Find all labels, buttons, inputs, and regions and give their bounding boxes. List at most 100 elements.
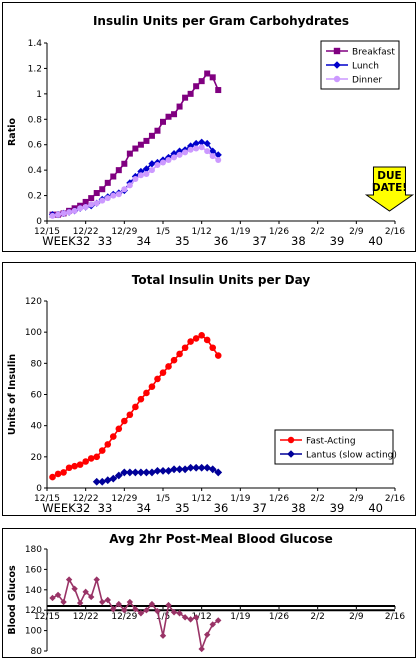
data-point xyxy=(148,132,155,139)
chart-blood-glucose: Avg 2hr Post-Meal Blood Glucose801001201… xyxy=(7,532,405,657)
data-point xyxy=(214,151,222,159)
data-point xyxy=(114,471,123,480)
chart-panel-total-insulin: Total Insulin Units per Day 0 20 40 60 80 100 1… xyxy=(2,262,416,516)
x-tick-label: 2/16 xyxy=(385,494,405,504)
data-point xyxy=(154,127,161,134)
data-point xyxy=(92,477,101,486)
data-point xyxy=(160,159,166,166)
legend-box xyxy=(274,429,394,465)
x-tick-label: 12/22 xyxy=(73,612,99,622)
x-tick-label: 12/29 xyxy=(111,494,137,504)
data-point xyxy=(121,417,128,425)
data-point xyxy=(181,465,189,474)
data-point xyxy=(137,395,145,403)
y-axis-title: Ratio xyxy=(7,118,18,147)
x-tick-label: 1/19 xyxy=(230,227,250,237)
data-point xyxy=(198,78,205,85)
data-point xyxy=(93,190,100,197)
legend-label: Fast-Acting xyxy=(306,437,356,447)
data-point xyxy=(171,154,178,161)
legend-swatch-marker xyxy=(333,75,341,83)
series-fast-acting xyxy=(49,331,222,481)
data-point xyxy=(159,632,167,639)
data-point xyxy=(104,179,111,186)
data-point xyxy=(93,453,101,461)
legend-label: Breakfast xyxy=(352,48,395,58)
data-point xyxy=(120,468,129,477)
data-point xyxy=(82,198,89,205)
week-label: WEEK32 xyxy=(42,234,90,248)
data-point xyxy=(142,468,151,477)
data-point xyxy=(198,138,206,146)
data-point xyxy=(208,465,217,474)
x-tick-label: 1/26 xyxy=(269,612,289,622)
data-point xyxy=(76,461,84,468)
data-point xyxy=(203,336,211,344)
data-point xyxy=(160,118,166,125)
x-tick-label: 1/5 xyxy=(156,227,170,237)
data-point xyxy=(93,576,100,583)
week-label: 34 xyxy=(136,234,151,248)
data-point xyxy=(82,458,89,465)
x-tick-label: 1/5 xyxy=(156,494,170,504)
data-point xyxy=(198,331,205,339)
data-point xyxy=(125,468,134,477)
data-point xyxy=(187,616,194,623)
legend-label: Dinner xyxy=(352,76,382,86)
week-label: 39 xyxy=(330,234,345,248)
data-point xyxy=(121,186,128,193)
week-label: 33 xyxy=(98,234,113,248)
legend-label: Lantus (slow acting) xyxy=(306,451,397,461)
data-point xyxy=(209,74,216,81)
data-point xyxy=(165,156,172,163)
week-label: 37 xyxy=(252,234,267,248)
data-point xyxy=(132,403,139,411)
week-label: 37 xyxy=(252,501,267,515)
x-tick-label: 2/9 xyxy=(349,494,364,504)
data-point xyxy=(215,87,222,94)
data-point xyxy=(88,201,95,208)
data-point xyxy=(143,170,150,177)
data-point xyxy=(109,474,118,483)
y-tick-label: 1.4 xyxy=(28,39,43,49)
data-point xyxy=(87,455,95,462)
y-tick-label: 160 xyxy=(25,565,42,575)
data-point xyxy=(192,139,200,148)
y-tick-label: 100 xyxy=(25,328,42,338)
due-date-label: DUE xyxy=(377,170,401,182)
x-tick-label: 1/26 xyxy=(269,227,289,237)
data-point xyxy=(214,352,222,359)
data-point xyxy=(49,594,56,602)
x-tick-label: 1/12 xyxy=(192,494,212,504)
week-label: 40 xyxy=(368,501,383,515)
y-tick-label: 40 xyxy=(31,422,43,432)
data-point xyxy=(49,473,56,481)
data-point xyxy=(181,344,189,352)
x-tick-label: 1/12 xyxy=(192,227,212,237)
data-point xyxy=(60,469,67,476)
x-tick-label: 1/19 xyxy=(230,494,250,504)
x-tick-label: 2/16 xyxy=(385,612,405,622)
data-point xyxy=(187,90,194,97)
data-point xyxy=(176,151,183,158)
y-tick-label: 0.8 xyxy=(28,115,43,125)
data-point xyxy=(142,165,151,173)
data-point xyxy=(148,468,156,477)
data-point xyxy=(104,596,111,604)
data-point xyxy=(76,599,84,607)
chart-total-insulin: Total Insulin Units per Day 0 20 40 60 80 100 1… xyxy=(7,273,405,515)
data-point xyxy=(175,465,184,474)
data-point xyxy=(55,211,62,218)
y-tick-label: 60 xyxy=(31,391,43,401)
data-point xyxy=(132,145,139,152)
data-point xyxy=(98,447,106,454)
legend-label: Lunch xyxy=(352,62,379,72)
data-point xyxy=(98,477,107,486)
data-point xyxy=(131,468,140,477)
data-point xyxy=(198,645,205,653)
data-point xyxy=(115,167,122,174)
data-point xyxy=(203,139,211,148)
data-point xyxy=(153,466,162,475)
x-tick-label: 2/16 xyxy=(385,227,405,237)
y-tick-label: 140 xyxy=(25,586,42,596)
